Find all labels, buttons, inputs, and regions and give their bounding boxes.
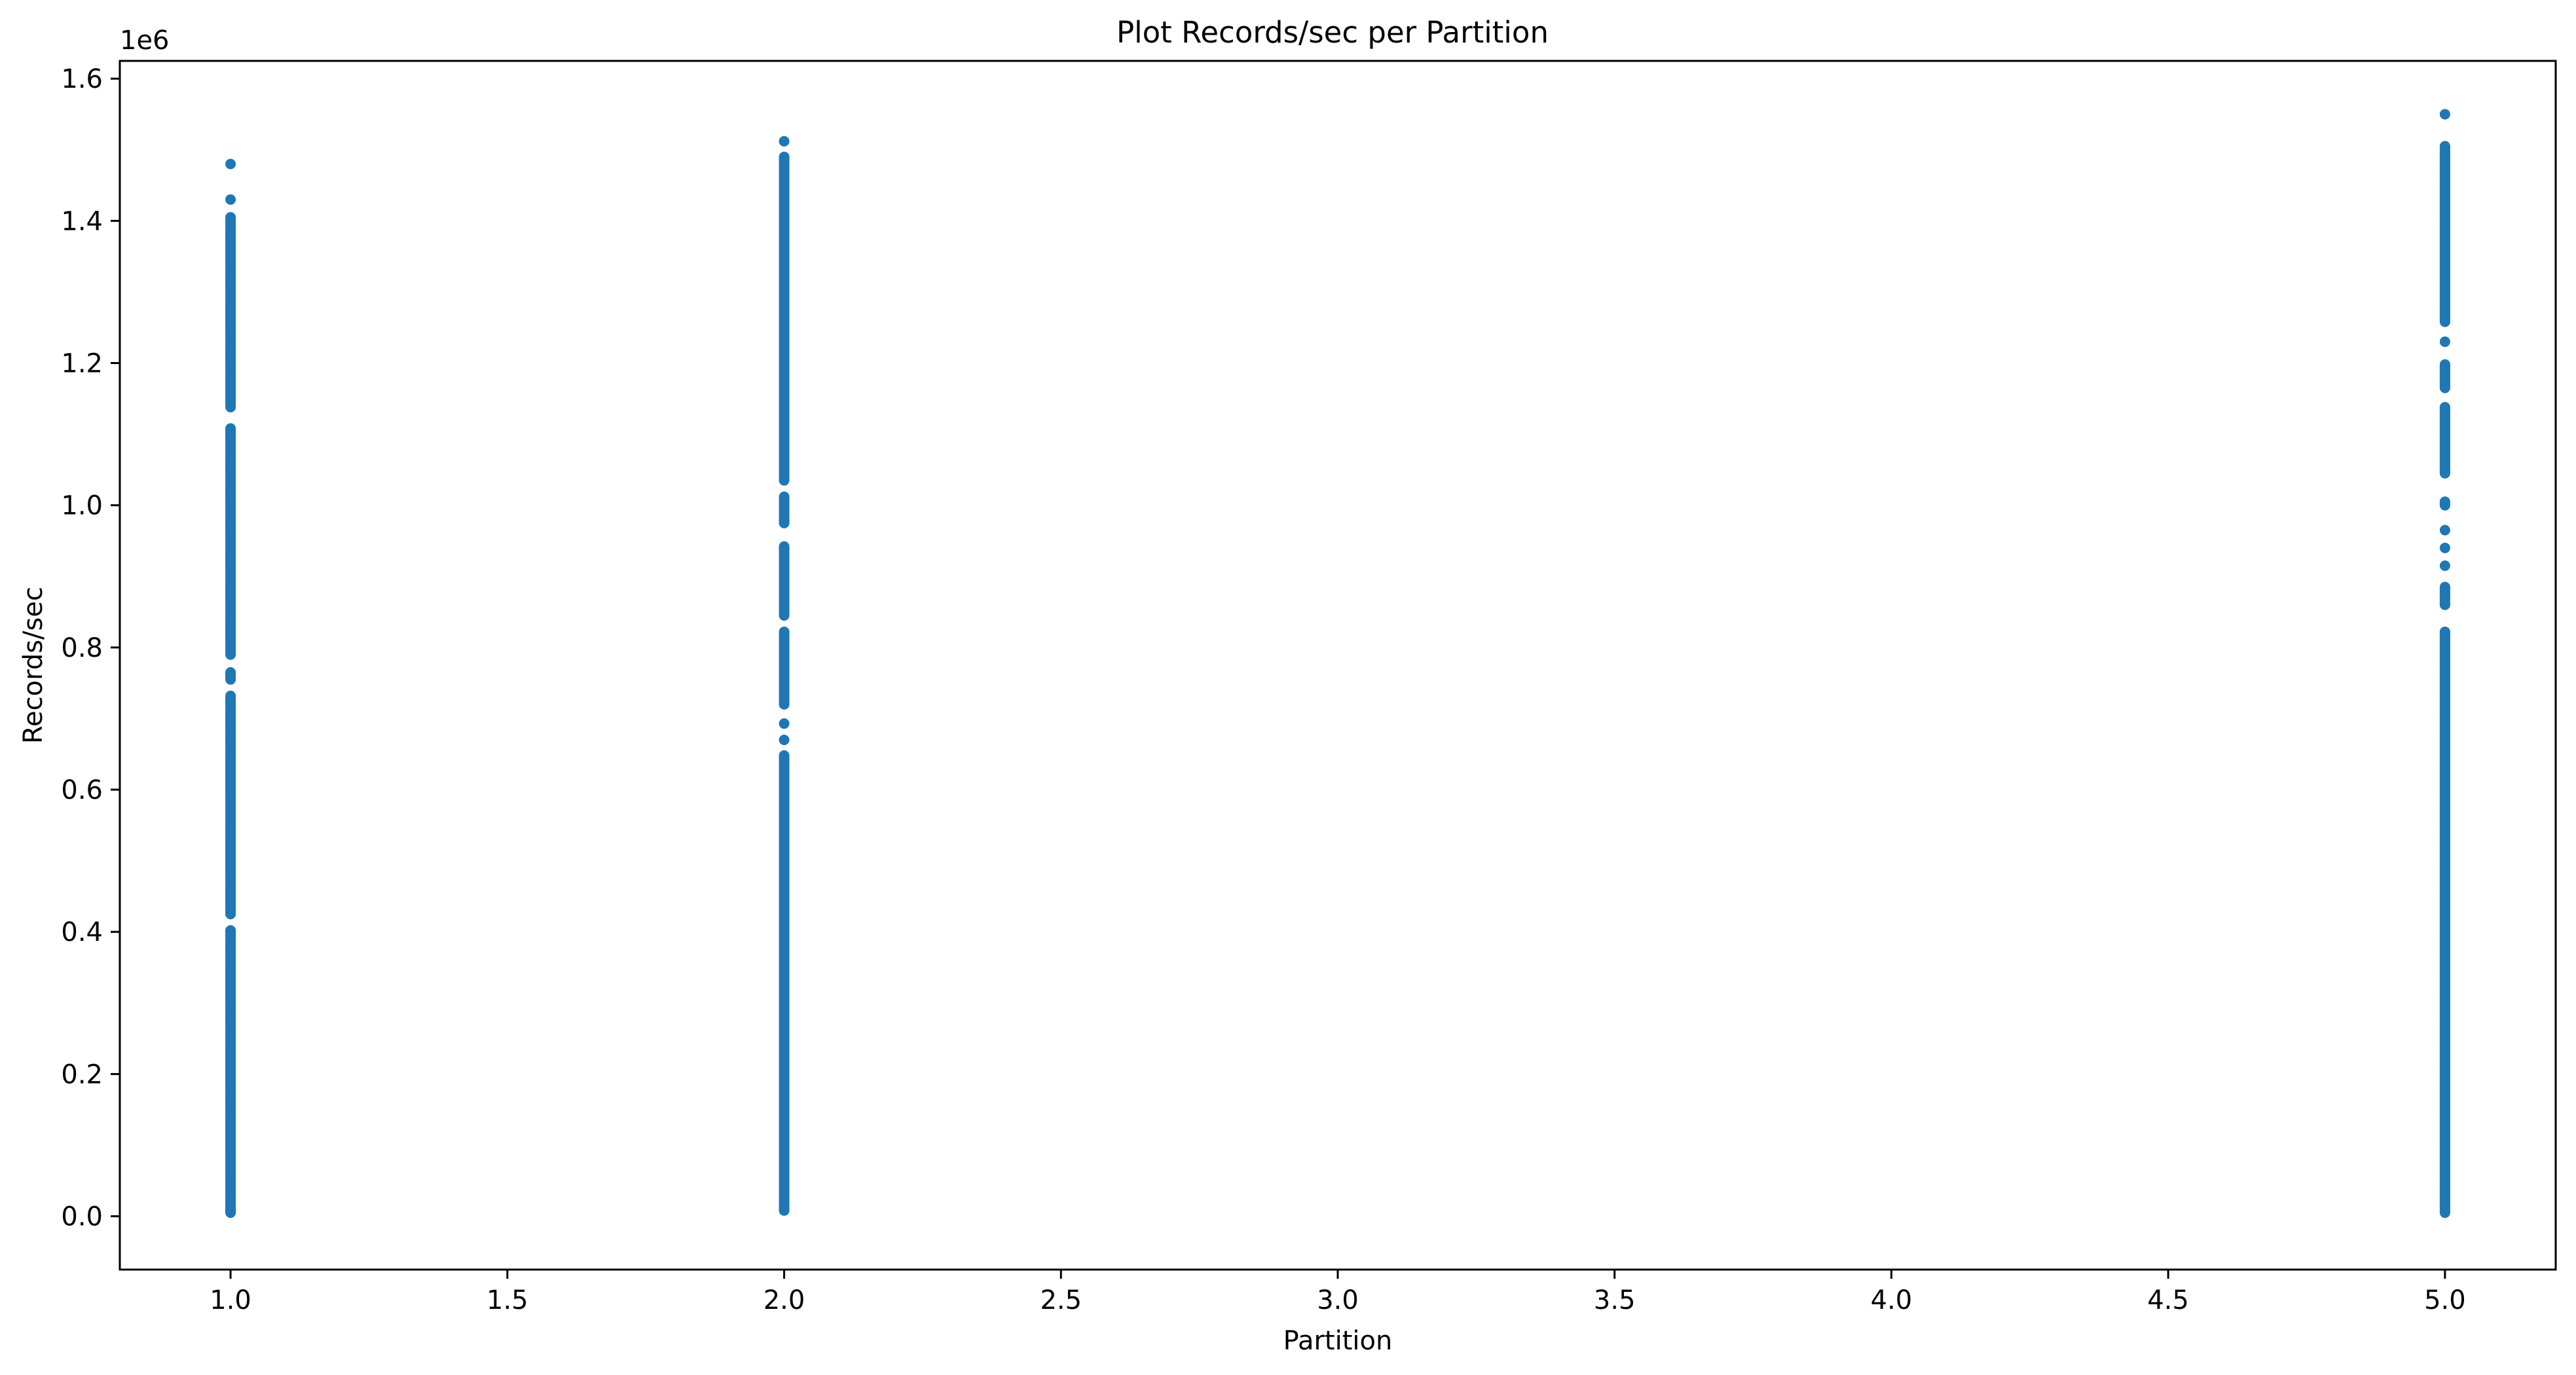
- x-tick-label: 2.5: [1040, 1285, 1082, 1315]
- x-tick-label: 2.0: [764, 1285, 805, 1315]
- x-tick-label: 1.5: [487, 1285, 528, 1315]
- data-point: [779, 718, 790, 729]
- data-point: [2439, 109, 2450, 120]
- x-tick-label: 3.5: [1594, 1285, 1636, 1315]
- data-point: [2439, 336, 2450, 347]
- y-offset-label: 1e6: [120, 26, 170, 56]
- data-point: [2439, 524, 2450, 536]
- y-axis: 0.0 0.2 0.4 0.6 0.8 1.0 1.2 1.4 1.6: [61, 64, 120, 1232]
- data-point: [225, 158, 236, 170]
- y-tick-label: 0.2: [61, 1059, 103, 1090]
- y-tick-label: 0.0: [61, 1202, 103, 1232]
- data-point: [225, 194, 236, 205]
- data-point: [2439, 560, 2450, 571]
- chart-title: Plot Records/sec per Partition: [1116, 15, 1549, 50]
- y-axis-label: Records/sec: [18, 587, 48, 744]
- x-tick-label: 4.5: [2147, 1285, 2189, 1315]
- y-tick-label: 1.6: [61, 64, 103, 94]
- data-point: [779, 136, 790, 147]
- y-tick-label: 1.0: [61, 491, 103, 521]
- y-tick-label: 0.6: [61, 775, 103, 805]
- x-tick-label: 4.0: [1871, 1285, 1913, 1315]
- y-tick-label: 0.4: [61, 917, 103, 947]
- x-axis-label: Partition: [1283, 1326, 1393, 1356]
- x-tick-label: 3.0: [1317, 1285, 1359, 1315]
- data-points: [225, 109, 2450, 1219]
- y-tick-label: 0.8: [61, 633, 103, 663]
- data-point: [779, 735, 790, 746]
- y-tick-label: 1.2: [61, 349, 103, 379]
- x-tick-label: 5.0: [2424, 1285, 2466, 1315]
- y-tick-label: 1.4: [61, 206, 103, 236]
- data-point: [2439, 542, 2450, 553]
- x-axis: 1.0 1.5 2.0 2.5 3.0 3.5 4.0 4.5 5.0: [210, 1270, 2466, 1315]
- x-tick-label: 1.0: [210, 1285, 251, 1315]
